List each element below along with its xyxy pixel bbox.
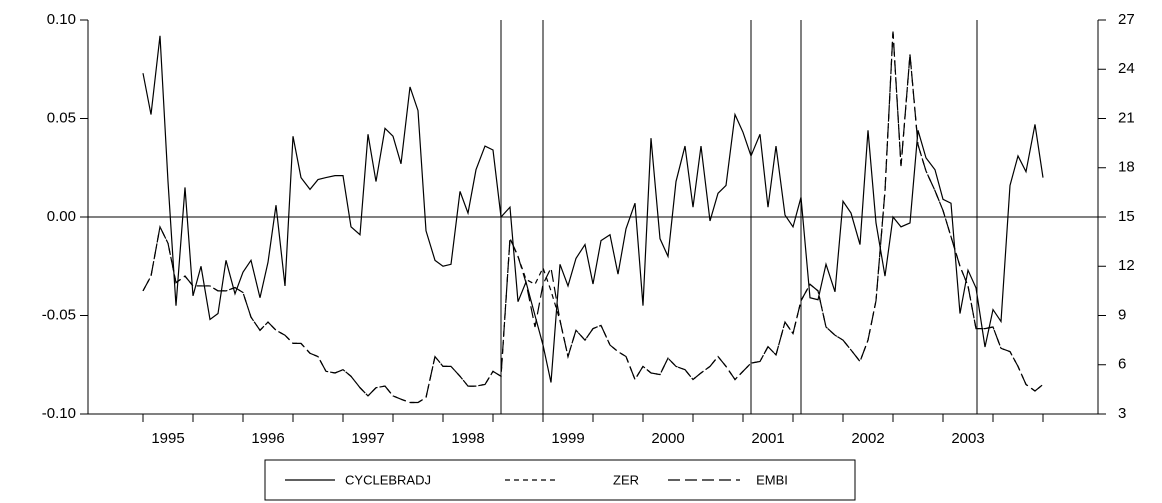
y2-tick-label: 27 xyxy=(1118,11,1135,28)
x-tick-label: 1995 xyxy=(151,430,184,447)
x-tick-label: 2003 xyxy=(951,430,984,447)
y-tick-label: -0.05 xyxy=(42,306,76,323)
y2-tick-label: 18 xyxy=(1118,159,1135,176)
y-tick-label: 0.05 xyxy=(47,109,76,126)
legend-label: CYCLEBRADJ xyxy=(345,472,431,487)
x-tick-label: 2002 xyxy=(851,430,884,447)
series-line xyxy=(142,31,1044,404)
y-tick-label: 0.00 xyxy=(47,208,76,225)
y-tick-label: -0.10 xyxy=(42,405,76,422)
legend-label: EMBI xyxy=(756,472,788,487)
y2-tick-label: 9 xyxy=(1118,306,1126,323)
series-line xyxy=(142,35,1044,383)
x-tick-label: 1998 xyxy=(451,430,484,447)
x-tick-label: 2001 xyxy=(751,430,784,447)
y2-tick-label: 15 xyxy=(1118,208,1135,225)
y2-tick-label: 21 xyxy=(1118,109,1135,126)
legend-label: ZER xyxy=(613,472,639,487)
legend-box xyxy=(264,459,856,501)
x-tick-label: 1999 xyxy=(551,430,584,447)
x-tick-label: 2000 xyxy=(651,430,684,447)
y2-tick-label: 6 xyxy=(1118,356,1126,373)
y2-tick-label: 12 xyxy=(1118,257,1135,274)
x-tick-label: 1996 xyxy=(251,430,284,447)
x-tick-label: 1997 xyxy=(351,430,384,447)
y2-tick-label: 24 xyxy=(1118,60,1135,77)
y-tick-label: 0.10 xyxy=(47,11,76,28)
y2-tick-label: 3 xyxy=(1118,405,1126,422)
